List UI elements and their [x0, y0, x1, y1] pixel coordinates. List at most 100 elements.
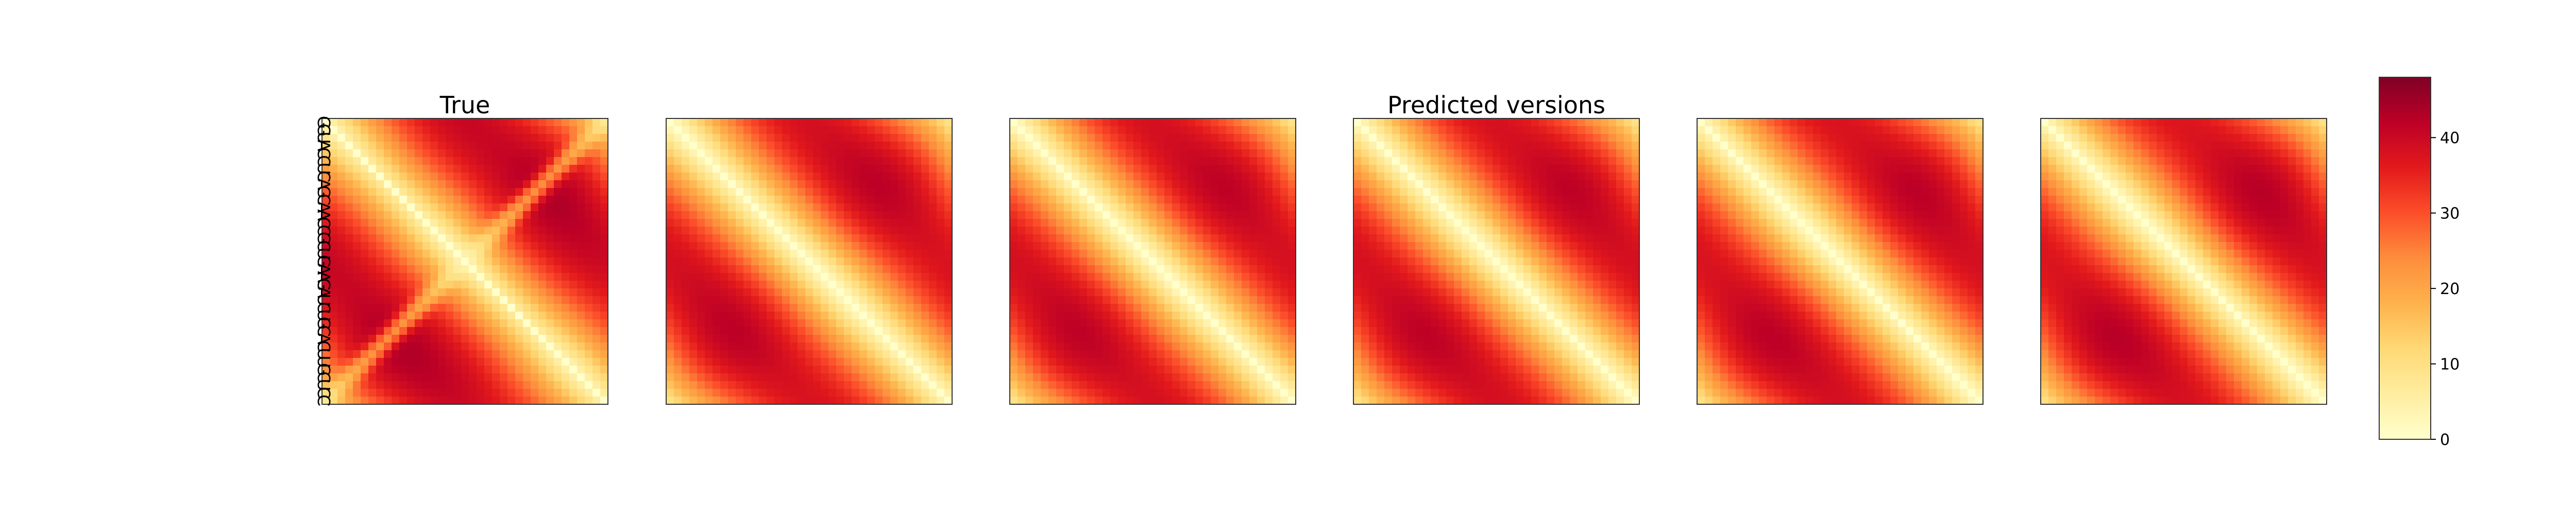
- heatmap-cell: [1438, 149, 1447, 158]
- heatmap-cell: [1438, 273, 1447, 281]
- heatmap-cell: [1041, 165, 1049, 173]
- heatmap-cell: [929, 165, 937, 173]
- heatmap-cell: [376, 288, 384, 297]
- heatmap-cell: [1454, 227, 1462, 235]
- heatmap-cell: [1288, 149, 1296, 158]
- heatmap-cell: [728, 281, 736, 289]
- heatmap-cell: [1423, 250, 1431, 258]
- heatmap-cell: [1110, 196, 1118, 204]
- heatmap-cell: [844, 118, 852, 127]
- heatmap-cell: [898, 227, 906, 235]
- heatmap-cell: [1288, 327, 1296, 335]
- heatmap-cell: [1018, 312, 1026, 320]
- heatmap-cell: [531, 335, 539, 343]
- heatmap-cell: [1384, 242, 1393, 250]
- heatmap-cell: [1118, 203, 1126, 212]
- heatmap-cell: [913, 389, 922, 397]
- heatmap-cell: [921, 250, 929, 258]
- heatmap-cell: [798, 149, 806, 158]
- heatmap-cell: [1477, 242, 1485, 250]
- heatmap-cell: [507, 312, 516, 320]
- heatmap-cell: [767, 180, 775, 188]
- heatmap-cell: [1585, 227, 1594, 235]
- heatmap-cell: [759, 142, 767, 150]
- heatmap-cell: [1141, 304, 1149, 312]
- heatmap-cell: [852, 118, 860, 127]
- heatmap-cell: [674, 389, 682, 397]
- heatmap-cell: [492, 335, 500, 343]
- heatmap-cell: [790, 281, 798, 289]
- heatmap-cell: [1195, 296, 1204, 304]
- heatmap-cell: [1408, 258, 1416, 266]
- heatmap-cell: [569, 149, 578, 158]
- heatmap-cell: [913, 327, 922, 335]
- heatmap-cell: [592, 142, 601, 150]
- heatmap-cell: [384, 126, 392, 134]
- heatmap-cell: [1087, 342, 1095, 351]
- heatmap-cell: [713, 335, 721, 343]
- heatmap-cell: [492, 227, 500, 235]
- heatmap-cell: [913, 134, 922, 142]
- heatmap-cell: [330, 180, 338, 188]
- heatmap-cell: [1384, 173, 1393, 181]
- heatmap-cell: [1126, 126, 1134, 134]
- heatmap-cell: [1118, 219, 1126, 227]
- heatmap-cell: [484, 227, 493, 235]
- heatmap-cell: [585, 381, 593, 389]
- heatmap-cell: [461, 126, 469, 134]
- heatmap-cell: [937, 203, 945, 212]
- heatmap-cell: [1353, 242, 1362, 250]
- heatmap-cell: [322, 273, 330, 281]
- heatmap-cell: [713, 366, 721, 374]
- heatmap-cell: [1180, 227, 1188, 235]
- heatmap-cell: [1095, 319, 1103, 328]
- heatmap-cell: [376, 358, 384, 366]
- heatmap-cell: [492, 389, 500, 397]
- heatmap-cell: [798, 188, 806, 196]
- heatmap-cell: [1157, 149, 1165, 158]
- heatmap-cell: [1547, 281, 1555, 289]
- heatmap-cell: [1018, 296, 1026, 304]
- heatmap-cell: [805, 273, 814, 281]
- heatmap-cell: [1056, 366, 1064, 374]
- heatmap-cell: [384, 180, 392, 188]
- heatmap-cell: [1103, 366, 1111, 374]
- heatmap-cell: [415, 134, 423, 142]
- heatmap-cell: [1126, 397, 1134, 405]
- heatmap-cell: [1234, 134, 1242, 142]
- heatmap-cell: [407, 350, 415, 358]
- heatmap-cell: [531, 327, 539, 335]
- heatmap-cell: [790, 342, 798, 351]
- heatmap-cell: [1234, 258, 1242, 266]
- heatmap-cell: [407, 242, 415, 250]
- heatmap-cell: [484, 273, 493, 281]
- heatmap-cell: [1242, 211, 1250, 219]
- heatmap-cell: [562, 381, 570, 389]
- heatmap-cell: [720, 173, 728, 181]
- heatmap-cell: [569, 250, 578, 258]
- heatmap-cell: [743, 389, 752, 397]
- heatmap-cell: [906, 118, 914, 127]
- heatmap-cell: [1103, 149, 1111, 158]
- heatmap-cell: [1048, 188, 1057, 196]
- heatmap-cell: [322, 373, 330, 382]
- heatmap-cell: [531, 304, 539, 312]
- heatmap-cell: [562, 180, 570, 188]
- heatmap-cell: [929, 366, 937, 374]
- heatmap-cell: [1149, 381, 1157, 389]
- heatmap-cell: [828, 173, 837, 181]
- heatmap-cell: [1516, 203, 1524, 212]
- heatmap-cell: [844, 273, 852, 281]
- heatmap-cell: [538, 304, 547, 312]
- heatmap-cell: [1226, 397, 1234, 405]
- heatmap-cell: [1033, 335, 1041, 343]
- heatmap-cell: [805, 296, 814, 304]
- heatmap-cell: [906, 304, 914, 312]
- heatmap-cell: [461, 134, 469, 142]
- heatmap-cell: [1211, 335, 1219, 343]
- heatmap-cell: [828, 381, 837, 389]
- heatmap-cell: [937, 227, 945, 235]
- heatmap-cell: [828, 389, 837, 397]
- heatmap-cell: [705, 358, 713, 366]
- heatmap-cell: [1157, 203, 1165, 212]
